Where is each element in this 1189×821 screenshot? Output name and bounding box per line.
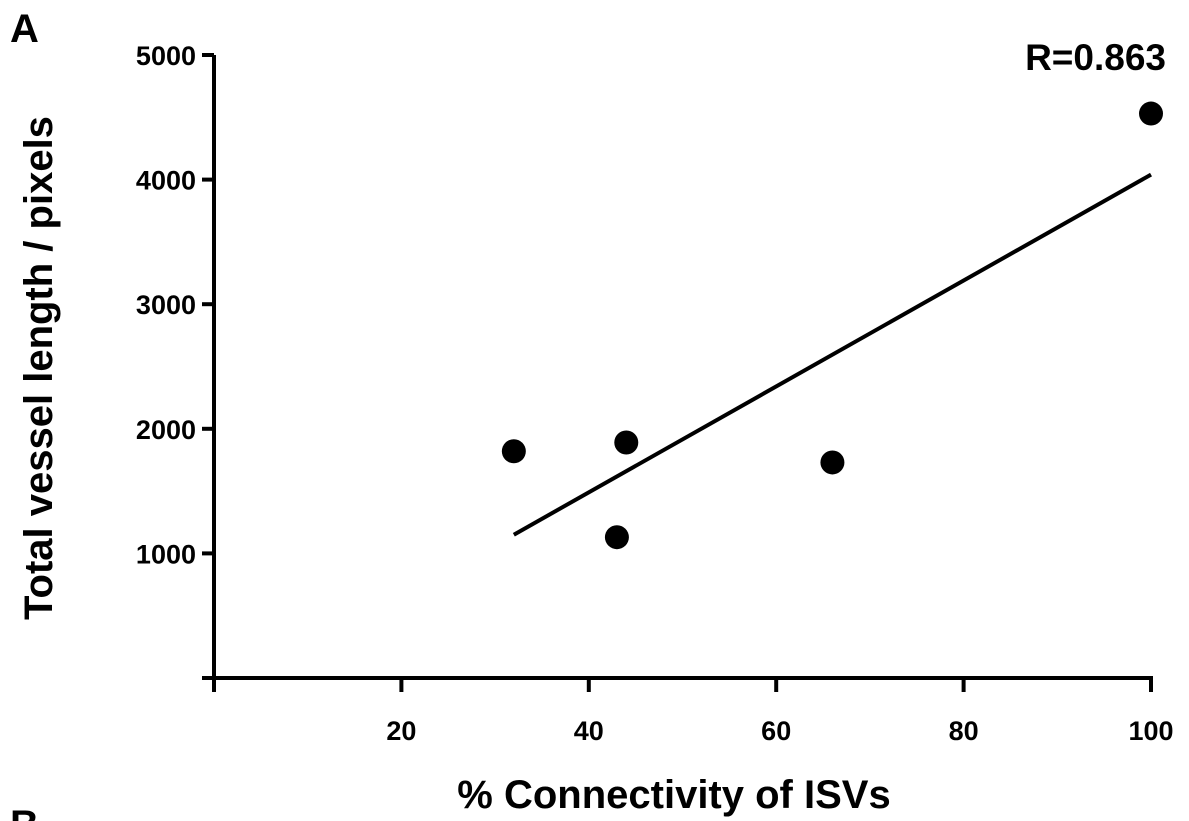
y-tick-label: 1000	[136, 539, 196, 569]
panel-label-a: A	[10, 7, 39, 51]
regression-line	[512, 172, 1152, 537]
y-axis-title: Total vessel length / pixels	[17, 116, 61, 620]
y-ticks: 1000 2000 3000 4000 5000	[136, 41, 214, 680]
scatter-point	[820, 450, 845, 475]
x-tick-label: 60	[761, 716, 791, 746]
x-tick-label: 100	[1128, 716, 1173, 746]
x-tick-label: 20	[386, 716, 416, 746]
data-points	[501, 101, 1163, 550]
scatter-point	[604, 525, 629, 550]
y-tick-label: 2000	[136, 415, 196, 445]
panel-label-b: B	[10, 803, 39, 821]
scatter-point	[1139, 101, 1163, 126]
scatter-point	[501, 439, 526, 464]
x-tick-label: 80	[949, 716, 979, 746]
scatter-point	[614, 430, 639, 455]
x-tick-label: 40	[574, 716, 604, 746]
x-axis-title: % Connectivity of ISVs	[457, 773, 890, 817]
x-ticks: 20 40 60 80 100	[212, 678, 1174, 746]
y-tick-label: 3000	[136, 290, 196, 320]
y-tick-label: 4000	[136, 166, 196, 196]
y-tick-label: 5000	[136, 41, 196, 71]
correlation-annotation: R=0.863	[1025, 37, 1166, 78]
axes	[212, 55, 1153, 680]
